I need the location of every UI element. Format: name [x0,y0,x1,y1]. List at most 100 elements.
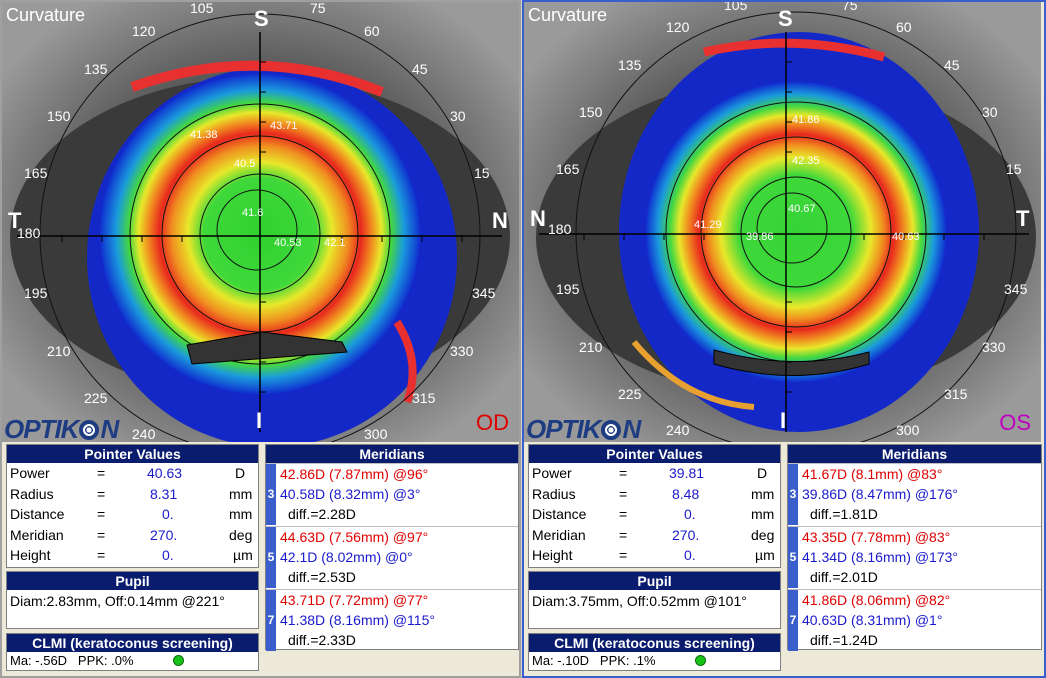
svg-text:105: 105 [724,2,748,13]
os-side-right: T [1016,206,1030,231]
svg-text:40.63: 40.63 [892,231,920,243]
meridian-diff: diff.=2.01D [810,569,878,585]
meridian-flat: 40.58D (8.32mm) @3° [280,486,421,502]
os-pointer-row: Height = 0. µm [532,547,775,563]
od-clmi-ma: Ma: -.56D [10,653,68,668]
meridian-zone-number: 7 [266,590,276,651]
od-side-bottom: I [256,408,263,433]
svg-text:135: 135 [84,61,108,77]
od-clmi-box: CLMI (keratoconus screening) Ma: -.56D P… [6,633,259,671]
svg-text:120: 120 [666,19,690,35]
optikon-o-icon [79,420,100,440]
os-clmi-values: Ma: -.10D PPK: .1% [529,652,780,669]
svg-text:210: 210 [579,339,603,355]
svg-text:39.86: 39.86 [746,231,774,243]
os-clmi-ma: Ma: -.10D [532,653,590,668]
optikon-o-icon [601,420,622,440]
meridian-zone-number: 3 [266,464,276,525]
svg-text:30: 30 [982,104,998,120]
os-pointer-header: Pointer Values [529,445,780,463]
svg-text:40.67: 40.67 [788,203,816,215]
od-pointer-row: Power = 40.63 D [10,465,246,481]
svg-text:300: 300 [364,426,388,442]
od-eye-label: OD [476,410,509,435]
svg-text:42.35: 42.35 [792,155,820,167]
od-pointer-row: Meridian = 270. deg [10,526,253,543]
os-side-bottom: I [780,408,787,433]
od-map-values: 41.38 43.71 40.5 40.53 42.1 41.6 [190,120,345,249]
svg-text:120: 120 [132,23,156,39]
od-pupil-text: Diam:2.83mm, Off:0.14mm @221° [10,593,225,609]
od-topography-svg: 180 165 150 135 120 105 75 60 45 30 15 3… [2,2,519,442]
os-title: Curvature [528,5,608,25]
svg-text:225: 225 [618,386,642,402]
os-axis-ticks [583,61,985,393]
meridian-zone-number: 3 [788,464,798,525]
svg-text:41.29: 41.29 [694,219,722,231]
meridian-steep: 41.67D (8.1mm) @83° [802,466,943,482]
od-axis-ticks [61,61,463,393]
svg-text:43.71: 43.71 [270,120,298,132]
svg-text:165: 165 [556,161,580,177]
svg-text:40.53: 40.53 [274,237,302,249]
svg-text:15: 15 [1006,161,1022,177]
os-clmi-ppk: PPK: .1% [599,653,656,668]
od-curvature-map[interactable]: 180 165 150 135 120 105 75 60 45 30 15 3… [2,2,519,442]
od-clmi-header: CLMI (keratoconus screening) [7,634,258,652]
os-meridian-group: 3 41.67D (8.1mm) @83° 39.86D (8.47mm) @1… [788,463,1041,526]
svg-text:300: 300 [896,422,920,438]
od-side-top: S [254,6,269,31]
os-optikon-logo: OPTIK N [526,414,641,442]
svg-text:15: 15 [474,165,490,181]
meridian-flat: 41.34D (8.16mm) @173° [802,549,958,565]
od-clmi-values: Ma: -.56D PPK: .0% [7,652,258,669]
meridian-diff: diff.=1.24D [810,632,878,648]
od-clmi-ppk: PPK: .0% [77,653,134,668]
os-pointer-row: Distance = 0. mm [532,506,775,522]
status-indicator-icon [173,655,184,666]
od-panel: 180 165 150 135 120 105 75 60 45 30 15 3… [0,0,521,678]
svg-text:150: 150 [579,104,603,120]
os-clmi-box: CLMI (keratoconus screening) Ma: -.10D P… [528,633,781,671]
os-meridian-group: 7 41.86D (8.06mm) @82° 40.63D (8.31mm) @… [788,589,1041,652]
os-meridian-group: 5 43.35D (7.78mm) @83° 41.34D (8.16mm) @… [788,526,1041,589]
os-angle-labels: 180 165 150 135 120 105 75 60 45 30 15 3… [548,2,1028,438]
os-side-top: S [778,6,793,31]
meridian-diff: diff.=1.81D [810,506,878,522]
os-topography-svg: 180 165 150 135 120 105 75 60 45 30 15 3… [524,2,1041,442]
od-pointer-row: Height = 0. µm [10,547,253,563]
os-eye-label: OS [999,410,1031,435]
meridian-steep: 42.86D (7.87mm) @96° [280,466,429,482]
os-panel: 180 165 150 135 120 105 75 60 45 30 15 3… [522,0,1046,678]
svg-text:41.38: 41.38 [190,129,218,141]
svg-text:165: 165 [24,165,48,181]
od-meridians: Meridians 3 42.86D (7.87mm) @96° 40.58D … [265,444,519,651]
os-meridians-header: Meridians [788,445,1041,463]
meridian-zone-number: 5 [266,527,276,588]
od-pointer-values: Pointer Values Power = 40.63 D Radius = 8.31 m… [6,444,259,568]
svg-text:41.86: 41.86 [792,114,820,126]
os-map-values: 41.86 42.35 40.67 39.86 41.29 40.63 [694,114,920,243]
od-meridian-group: 3 42.86D (7.87mm) @96° 40.58D (8.32mm) @… [266,463,518,526]
svg-text:330: 330 [982,339,1006,355]
od-optikon-logo: OPTIK N [4,414,119,442]
svg-text:195: 195 [556,281,580,297]
svg-text:30: 30 [450,108,466,124]
svg-text:240: 240 [666,422,690,438]
os-curvature-map[interactable]: 180 165 150 135 120 105 75 60 45 30 15 3… [524,2,1041,442]
meridian-flat: 40.63D (8.31mm) @1° [802,612,943,628]
meridian-flat: 42.1D (8.02mm) @0° [280,549,413,565]
status-indicator-icon [695,655,706,666]
meridian-steep: 44.63D (7.56mm) @97° [280,529,429,545]
od-title: Curvature [6,5,86,25]
os-pupil-box: Pupil Diam:3.75mm, Off:0.52mm @101° [528,571,781,629]
svg-text:345: 345 [472,285,496,301]
od-meridians-header: Meridians [266,445,518,463]
meridian-diff: diff.=2.33D [288,632,356,648]
od-pointer-header: Pointer Values [7,445,258,463]
svg-text:105: 105 [190,2,214,16]
svg-text:42.1: 42.1 [324,237,345,249]
meridian-diff: diff.=2.53D [288,569,356,585]
od-side-left: T [8,208,22,233]
os-meridians: Meridians 3 41.67D (8.1mm) @83° 39.86D (… [787,444,1042,652]
